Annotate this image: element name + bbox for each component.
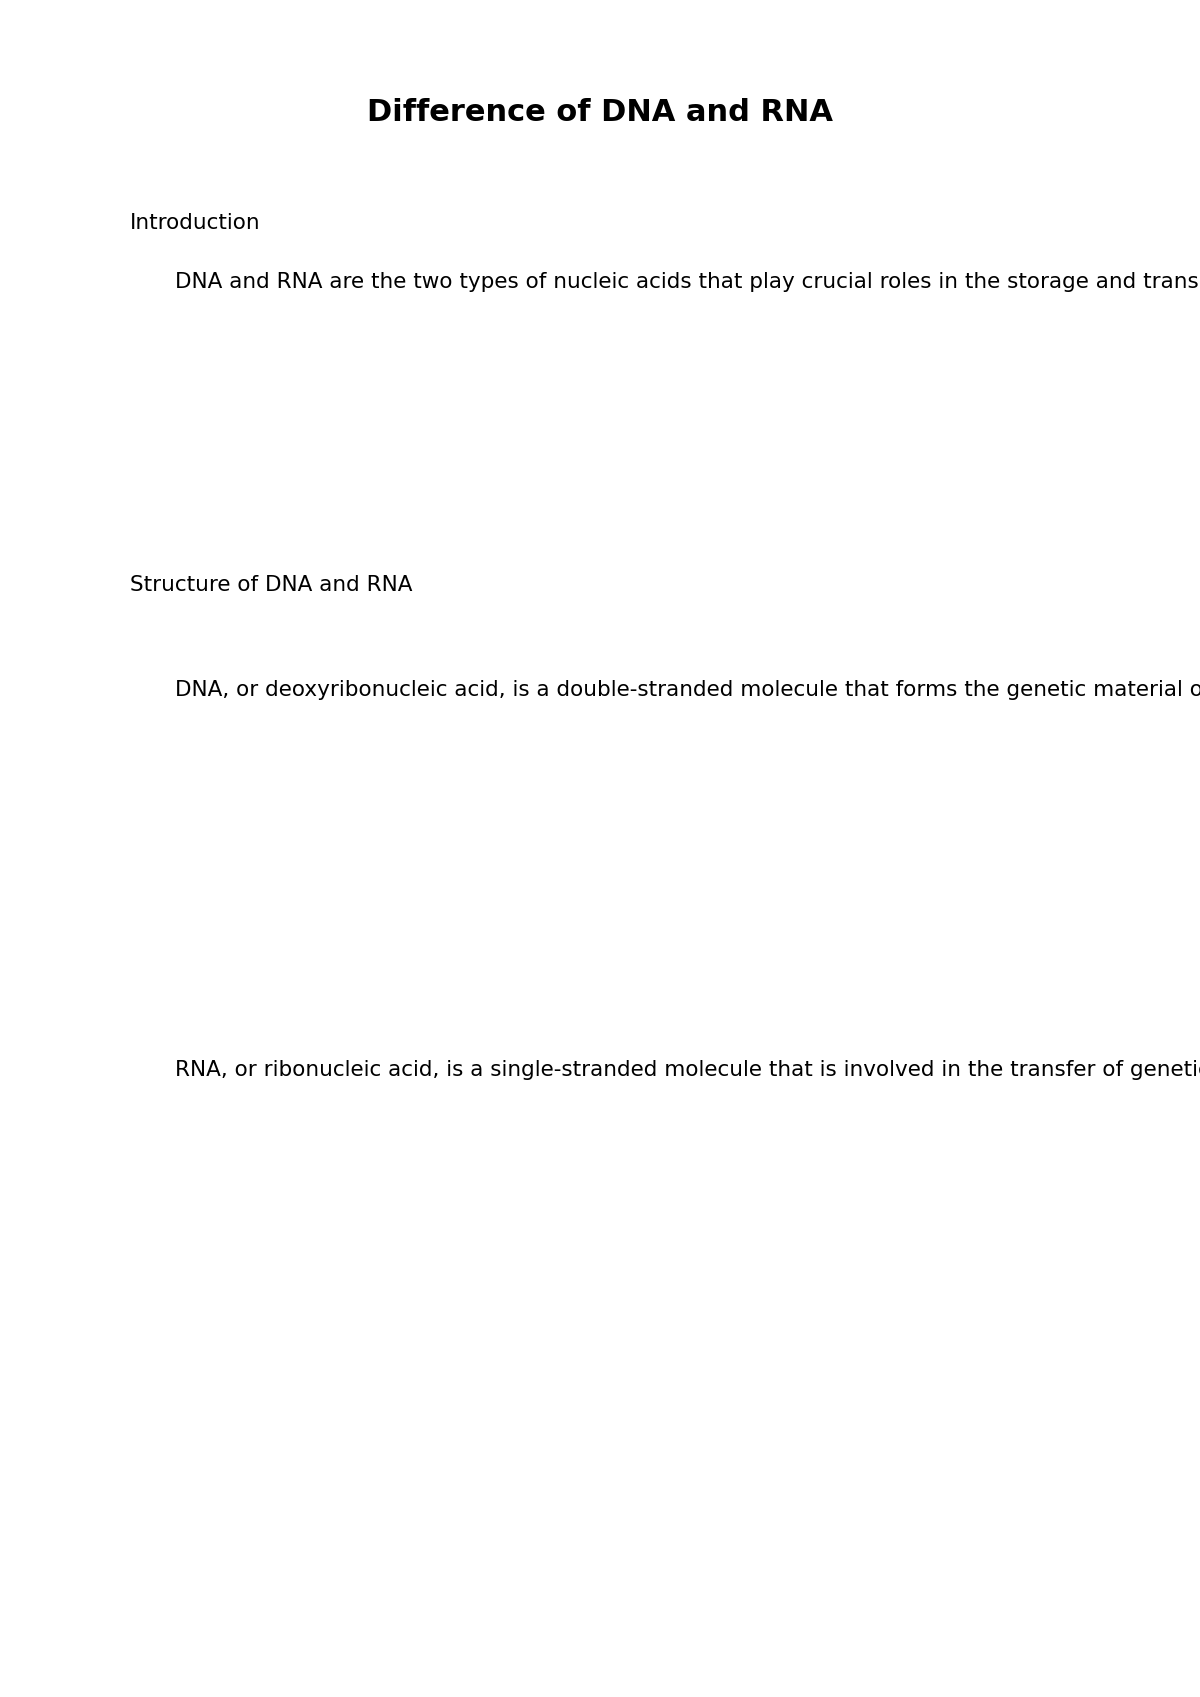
Text: RNA, or ribonucleic acid, is a single-stranded molecule that is involved in the : RNA, or ribonucleic acid, is a single-st… — [175, 1061, 1200, 1079]
Text: Structure of DNA and RNA: Structure of DNA and RNA — [130, 575, 413, 596]
Text: Introduction: Introduction — [130, 214, 260, 232]
Text: DNA and RNA are the two types of nucleic acids that play crucial roles in the st: DNA and RNA are the two types of nucleic… — [175, 272, 1200, 292]
Text: DNA, or deoxyribonucleic acid, is a double-stranded molecule that forms the gene: DNA, or deoxyribonucleic acid, is a doub… — [175, 680, 1200, 699]
Text: Difference of DNA and RNA: Difference of DNA and RNA — [367, 98, 833, 127]
